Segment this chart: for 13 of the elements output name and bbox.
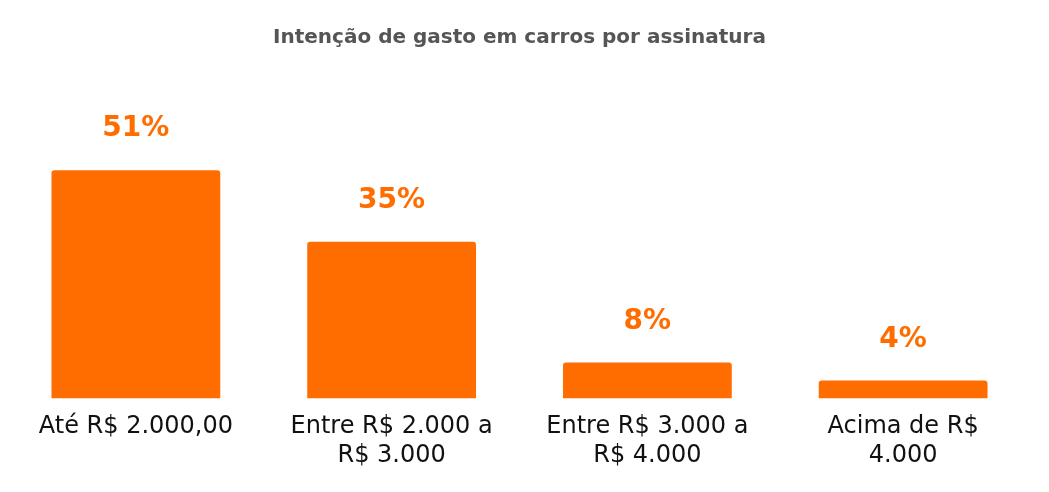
x-tick-label: Entre R$ 2.000 a R$ 3.000 [290,411,493,468]
data-label: 8% [623,302,672,336]
x-tick-label: Até R$ 2.000,00 [38,411,233,440]
bar [307,241,477,399]
data-label: 51% [102,110,170,144]
bar [562,362,732,399]
bar [818,380,988,399]
x-tick-label: Acima de R$ 4.000 [827,411,979,468]
chart-title: Intenção de gasto em carros por assinatura [273,24,766,49]
bar [51,170,221,399]
data-label: 4% [879,320,927,354]
x-tick-label: Entre R$ 3.000 a R$ 4.000 [546,411,749,468]
data-label: 35% [358,181,426,215]
